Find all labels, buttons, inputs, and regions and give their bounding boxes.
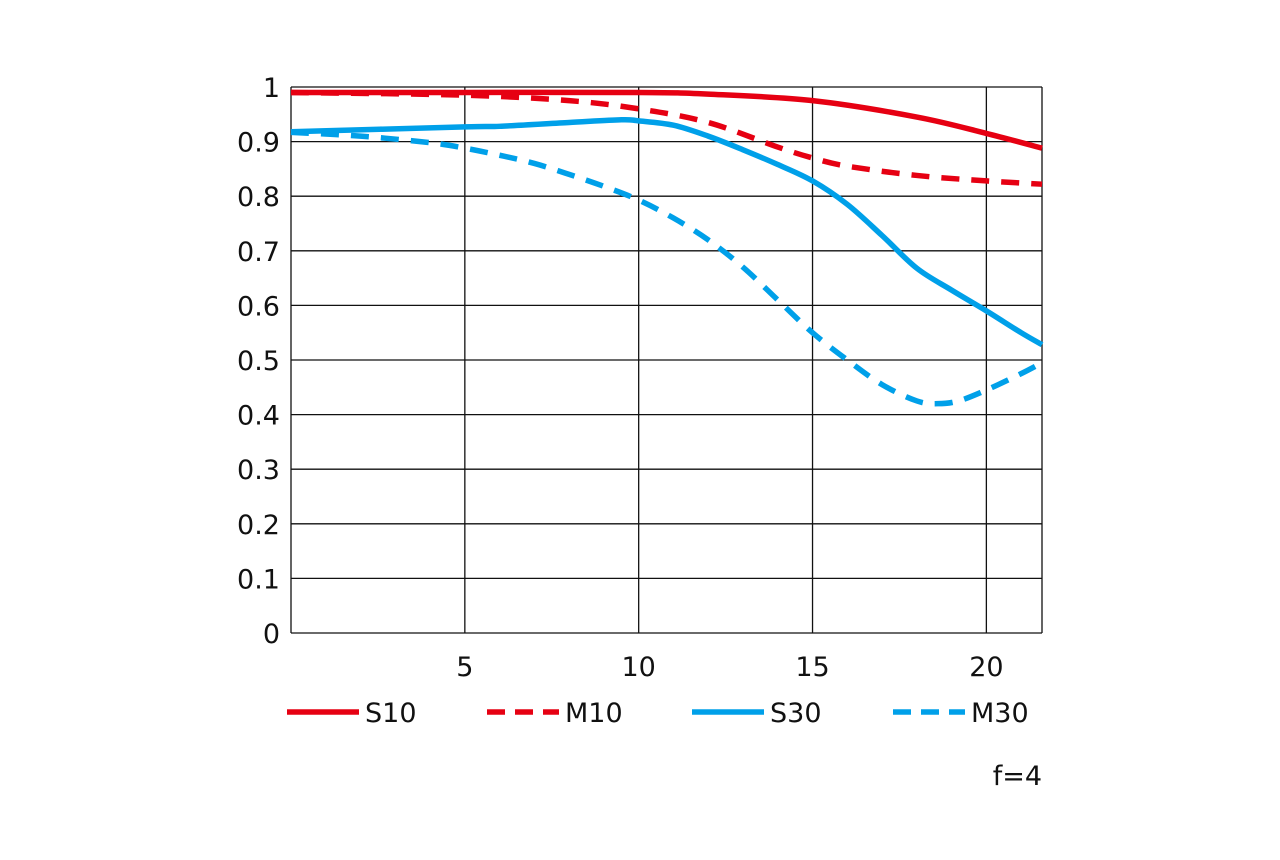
- series-lines: [290, 89, 1044, 407]
- x-tick-label: 10: [622, 652, 656, 683]
- x-tick-label: 20: [969, 652, 1003, 683]
- legend-label: S30: [770, 698, 822, 729]
- y-tick-label: 1: [263, 73, 280, 104]
- series-line-m30: [290, 129, 1044, 407]
- aperture-annotation: f=4: [993, 761, 1042, 792]
- legend-label: M10: [565, 698, 623, 729]
- legend-label: S10: [365, 698, 417, 729]
- grid: [290, 86, 1043, 634]
- y-tick-label: 0.3: [237, 455, 280, 486]
- x-tick-label: 5: [456, 652, 473, 683]
- y-tick-label: 0.4: [237, 401, 280, 432]
- y-tick-label: 0.9: [237, 128, 280, 159]
- legend: S10 M10 S30 M30: [287, 698, 1029, 729]
- y-tick-label: 0: [263, 619, 280, 650]
- y-tick-label: 0.8: [237, 182, 280, 213]
- y-tick-label: 0.2: [237, 510, 280, 541]
- series-line-s30: [290, 116, 1044, 348]
- y-tick-label: 0.6: [237, 291, 280, 322]
- y-axis: 0 0.1 0.2 0.3 0.4 0.5 0.6 0.7 0.8 0.9 1: [237, 73, 280, 650]
- x-tick-label: 15: [795, 652, 829, 683]
- legend-label: M30: [971, 698, 1029, 729]
- series-line-s10: [291, 89, 1043, 151]
- x-axis: 5 10 15 20: [456, 652, 1003, 683]
- y-tick-label: 0.7: [237, 237, 280, 268]
- y-tick-label: 0.5: [237, 346, 280, 377]
- y-tick-label: 0.1: [237, 564, 280, 595]
- series-line-m10: [290, 89, 1043, 187]
